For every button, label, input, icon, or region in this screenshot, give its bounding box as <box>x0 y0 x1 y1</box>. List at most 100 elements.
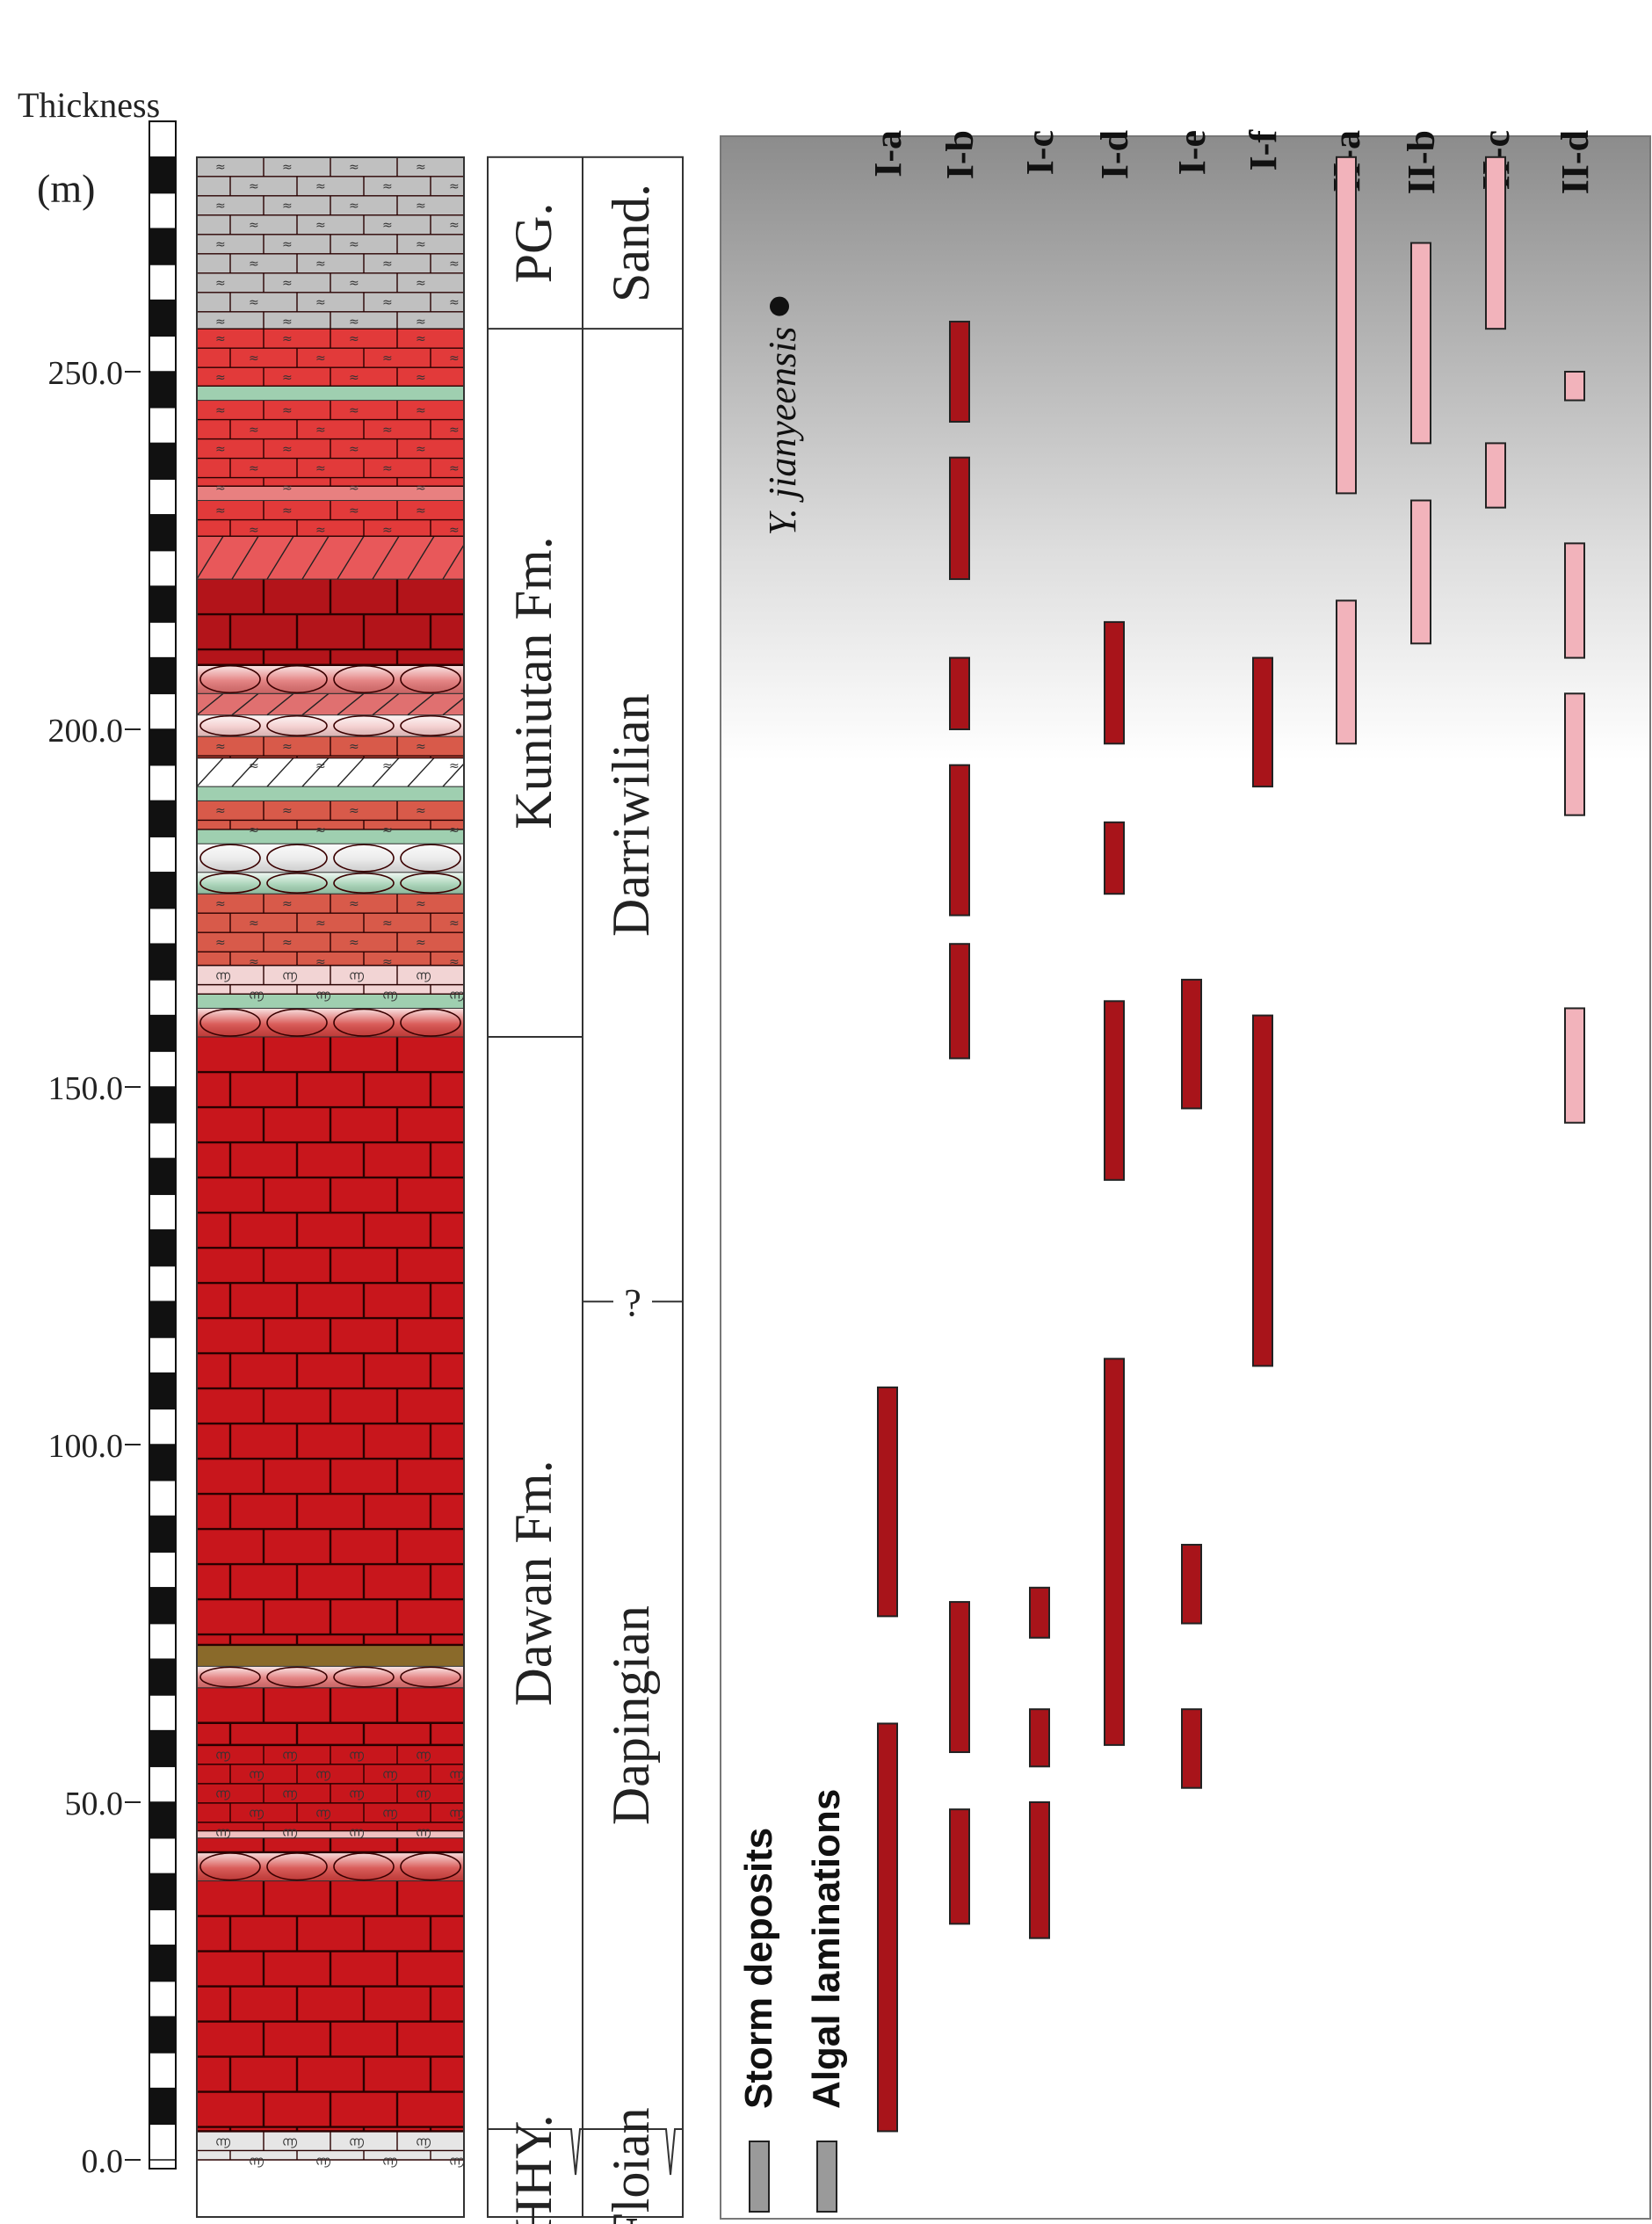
range-bar-algal <box>1336 156 1357 495</box>
formation-hhy: HHY. <box>504 2114 562 2224</box>
scale-bar-segment <box>149 872 177 909</box>
scale-bar-segment <box>149 156 177 194</box>
svg-text:≈: ≈ <box>215 161 226 175</box>
scale-bar-segment <box>149 1229 177 1267</box>
svg-text:≈: ≈ <box>449 523 460 537</box>
range-bar-storm <box>1104 1358 1125 1746</box>
lithology-layer <box>197 757 464 787</box>
scale-bar-segment <box>149 192 177 229</box>
svg-text:൬: ൬ <box>215 1826 230 1840</box>
svg-text:≈: ≈ <box>449 823 460 837</box>
scale-bar-segment <box>149 1836 177 1875</box>
svg-text:≈: ≈ <box>215 332 226 346</box>
range-bar-storm <box>877 1722 898 2133</box>
svg-text:≈: ≈ <box>416 371 426 385</box>
lithology-layer: ൬ ൬ ൬ ൬ ൬ ൬ ൬ ൬ <box>197 2130 464 2168</box>
svg-text:≈: ≈ <box>416 315 426 330</box>
column-header: I-b <box>938 130 982 179</box>
scale-bar-segment <box>149 514 177 552</box>
svg-text:≈: ≈ <box>282 371 293 385</box>
svg-text:≈: ≈ <box>215 442 226 456</box>
lithology-layer <box>197 1036 464 1647</box>
svg-text:൬: ൬ <box>382 988 397 1002</box>
scale-bar-segment <box>149 943 177 981</box>
svg-text:≈: ≈ <box>315 955 326 969</box>
svg-text:≈: ≈ <box>282 238 293 252</box>
svg-text:≈: ≈ <box>416 936 426 950</box>
svg-text:≈: ≈ <box>215 897 226 911</box>
scale-bar-segment <box>149 1408 177 1445</box>
axis-unit: (m) <box>37 166 95 211</box>
legend-swatch-algal <box>816 2141 837 2213</box>
formation-kuniutan: Kuniutan Fm. <box>504 536 562 829</box>
lithology-layer <box>197 1007 464 1038</box>
svg-text:≈: ≈ <box>215 481 226 495</box>
svg-text:≈: ≈ <box>215 277 226 291</box>
range-bar-storm <box>1252 1014 1273 1367</box>
lithology-layer <box>197 1880 464 2133</box>
svg-text:൬: ൬ <box>449 988 464 1002</box>
axis-title: Thickness <box>18 85 160 125</box>
svg-text:൬: ൬ <box>416 968 431 982</box>
range-bar-storm <box>1029 1801 1050 1939</box>
svg-text:൬: ൬ <box>349 968 364 982</box>
svg-text:≈: ≈ <box>382 219 393 233</box>
range-bar-storm <box>1029 1586 1050 1639</box>
svg-text:≈: ≈ <box>282 403 293 417</box>
svg-text:൬: ൬ <box>215 2134 230 2148</box>
svg-text:≈: ≈ <box>282 897 293 911</box>
svg-text:≈: ≈ <box>449 916 460 931</box>
scale-bar-segment <box>149 1945 177 1982</box>
thickness-ticks: 0.0 50.0 100.0 150.0 200.0 250.0 <box>48 355 141 2180</box>
svg-text:≈: ≈ <box>349 238 359 252</box>
svg-text:≈: ≈ <box>382 351 393 366</box>
svg-text:≈: ≈ <box>249 219 259 233</box>
scale-bar-segment <box>149 1658 177 1696</box>
svg-text:≈: ≈ <box>416 804 426 818</box>
stage-floian: Floian <box>602 2107 660 2224</box>
column-header: I-e <box>1170 130 1214 175</box>
svg-text:≈: ≈ <box>349 332 359 346</box>
svg-text:≈: ≈ <box>282 442 293 456</box>
svg-text:൬: ൬ <box>215 1749 230 1763</box>
svg-text:≈: ≈ <box>382 461 393 475</box>
svg-text:≈: ≈ <box>282 332 293 346</box>
svg-text:൬: ൬ <box>215 968 230 982</box>
svg-text:≈: ≈ <box>349 740 359 754</box>
stage-darriwilian: Darriwilian <box>602 693 660 937</box>
svg-text:൬: ൬ <box>382 1807 397 1821</box>
scale-bar-segment <box>149 1337 177 1374</box>
scale-bar-segment <box>149 764 177 802</box>
svg-text:≈: ≈ <box>215 936 226 950</box>
column-header: I-c <box>1018 130 1061 175</box>
svg-text:≈: ≈ <box>315 296 326 310</box>
svg-text:≈: ≈ <box>416 481 426 495</box>
range-bar-storm <box>1181 1543 1202 1625</box>
svg-text:൬: ൬ <box>449 1768 464 1782</box>
svg-text:≈: ≈ <box>382 823 393 837</box>
svg-text:≈: ≈ <box>449 257 460 272</box>
svg-text:൬: ൬ <box>416 1749 431 1763</box>
range-chart-panel <box>720 135 1651 2220</box>
svg-text:൬: ൬ <box>282 1749 297 1763</box>
range-bar-storm <box>949 764 970 916</box>
svg-text:≈: ≈ <box>315 257 326 272</box>
svg-text:≈: ≈ <box>416 503 426 518</box>
axis-tick-label: 50.0 <box>65 1786 124 1822</box>
scale-bar-segment <box>149 442 177 480</box>
scale-bar-segment <box>149 1587 177 1625</box>
lithology-layer: ≈ ≈ ≈ ≈ ≈ ≈ ≈ ≈ ≈ ≈ ≈ ≈ ≈ ≈ ≈ ≈ ≈ ≈ ≈ ≈ ≈ ≈ ≈ ≈ ≈ ≈ ≈ ≈ ≈ ≈ ≈ ≈ ≈ ≈ ≈ ≈ <box>197 157 464 330</box>
svg-text:≈: ≈ <box>249 916 259 931</box>
scale-bar-segment <box>149 1264 177 1302</box>
lithology-layer <box>197 714 464 737</box>
species-marker: Y. jianyeensis <box>761 296 804 536</box>
svg-text:≈: ≈ <box>282 161 293 175</box>
scale-bar-segment <box>149 979 177 1017</box>
range-bar-storm <box>1252 656 1273 788</box>
axis-tick-label: 250.0 <box>48 355 124 392</box>
svg-text:≈: ≈ <box>382 955 393 969</box>
svg-text:≈: ≈ <box>349 936 359 950</box>
svg-text:≈: ≈ <box>449 759 460 773</box>
lithology-layer <box>197 1851 464 1882</box>
